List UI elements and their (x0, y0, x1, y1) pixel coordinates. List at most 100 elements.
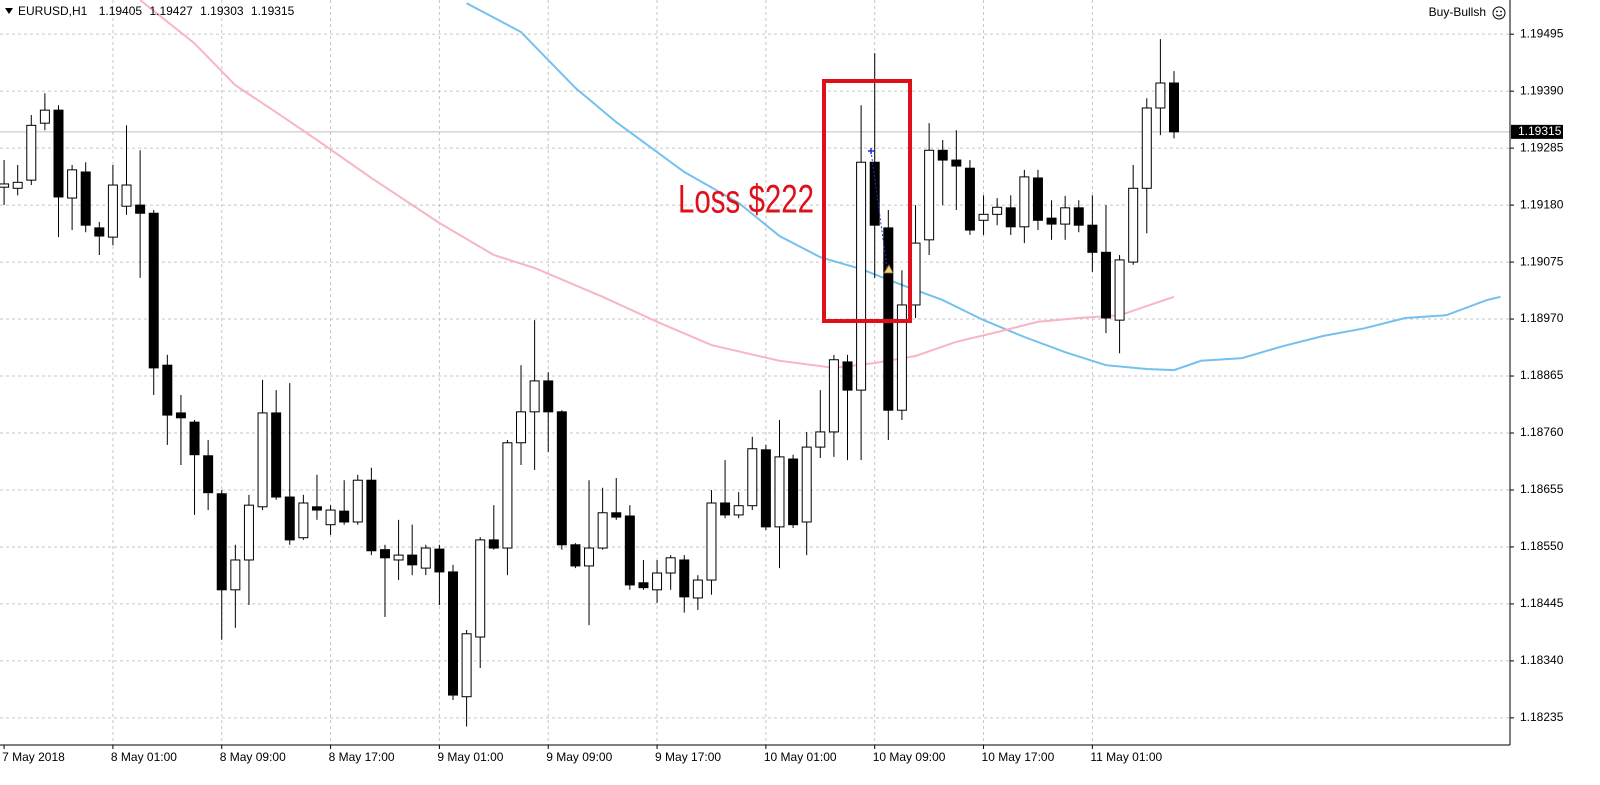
candle-body (1128, 187, 1139, 263)
header-low: 1.19303 (200, 4, 244, 18)
candle-body (121, 184, 132, 207)
candle-body (679, 559, 690, 598)
candle-body (1087, 224, 1098, 253)
candle-body (584, 547, 595, 567)
chart-header: EURUSD,H1 1.19405 1.19427 1.19303 1.1931… (18, 4, 295, 18)
x-tick-label: 7 May 2018 (2, 750, 65, 764)
moving-average (466, 2, 1501, 372)
candle-body (135, 204, 146, 214)
candle-body (611, 512, 622, 518)
candle-body (842, 361, 853, 391)
candle-body (706, 502, 717, 581)
y-tick-label: 1.19390 (1520, 83, 1564, 97)
candle-body (107, 184, 118, 238)
y-tick-label: 1.19285 (1520, 140, 1564, 154)
candle-body (271, 412, 282, 498)
candle-body (1168, 82, 1179, 133)
x-tick-label: 8 May 17:00 (329, 750, 395, 764)
candle-body (896, 304, 907, 411)
candle-body (924, 149, 935, 241)
candle-body (420, 547, 431, 569)
candle-body (284, 496, 295, 541)
y-tick-label: 1.18550 (1520, 539, 1564, 553)
y-tick-label: 1.18235 (1520, 710, 1564, 724)
candle-body (1060, 207, 1071, 225)
candle-body (856, 161, 867, 391)
x-tick-label: 8 May 01:00 (111, 750, 177, 764)
candle-body (1155, 82, 1166, 109)
candle-body (298, 502, 309, 539)
x-tick-label: 10 May 09:00 (873, 750, 946, 764)
candle-body (53, 109, 64, 198)
axes: 1.19495 1.19390 1.19285 1.19180 1.19075 1.189… (0, 0, 1564, 764)
header-high: 1.19427 (149, 4, 193, 18)
candle-body (488, 539, 499, 549)
candle-body (733, 505, 744, 516)
candle-body (230, 559, 241, 591)
trade-entry (868, 148, 874, 154)
candle-body (760, 449, 771, 528)
candle-body (788, 458, 799, 526)
candle-body (366, 479, 377, 552)
candle-body (1073, 207, 1084, 226)
candle-body (325, 509, 336, 526)
loss-box (822, 79, 912, 323)
candle-body (747, 448, 758, 507)
candle-body (597, 512, 608, 549)
y-tick-label: 1.19495 (1520, 26, 1564, 40)
smiley (1492, 6, 1506, 20)
candle-body (720, 502, 731, 516)
candle-body (1046, 217, 1057, 225)
candle-body (801, 446, 812, 523)
candle-body (1141, 107, 1152, 189)
candle-body (665, 557, 676, 574)
menu-arrow[interactable] (5, 8, 13, 14)
candle-body (502, 442, 513, 549)
candle-body (638, 582, 649, 589)
y-tick-label: 1.18970 (1520, 311, 1564, 325)
candle-body (828, 359, 839, 433)
candle-body (80, 171, 91, 226)
candle-body (964, 167, 975, 231)
loss-label: Loss $222 (678, 178, 814, 222)
moving-average (139, 0, 1175, 369)
candle-body (67, 169, 78, 199)
candle-body (992, 206, 1003, 215)
y-tick-label: 1.18445 (1520, 596, 1564, 610)
candle-body (407, 554, 418, 566)
candle-body (352, 479, 363, 523)
indicator-lines (139, 0, 1501, 372)
candle-body (951, 159, 962, 167)
x-tick-label: 10 May 01:00 (764, 750, 837, 764)
candle-body (1114, 259, 1125, 321)
candle-body (529, 380, 540, 413)
y-tick-label: 1.18865 (1520, 368, 1564, 382)
candle-body (1032, 177, 1043, 221)
expert-name: Buy-Bullsh (1429, 5, 1486, 19)
candle-body (448, 571, 458, 696)
candle-body (434, 548, 445, 573)
x-tick-label: 10 May 17:00 (982, 750, 1055, 764)
current-price-box (1511, 124, 1563, 139)
candle-body (243, 504, 254, 561)
current-price-label: 1.19315 (1518, 124, 1562, 138)
candle-body (815, 431, 826, 448)
candle-body (311, 506, 322, 511)
candle-body (39, 109, 50, 124)
candle-body (1019, 176, 1030, 228)
candle-body (216, 493, 227, 591)
x-tick-label: 9 May 17:00 (655, 750, 721, 764)
x-tick-label: 11 May 01:00 (1090, 750, 1162, 764)
candle-body (257, 412, 268, 508)
y-tick-label: 1.18340 (1520, 653, 1564, 667)
candle-body (910, 242, 921, 306)
chart-title: EURUSD,H1 (18, 4, 88, 18)
candle-body (1005, 207, 1016, 228)
candle-body (978, 213, 989, 221)
candle-body (148, 212, 159, 369)
candle-body (175, 412, 186, 419)
candle-body (189, 421, 200, 456)
candle-body (12, 181, 23, 189)
